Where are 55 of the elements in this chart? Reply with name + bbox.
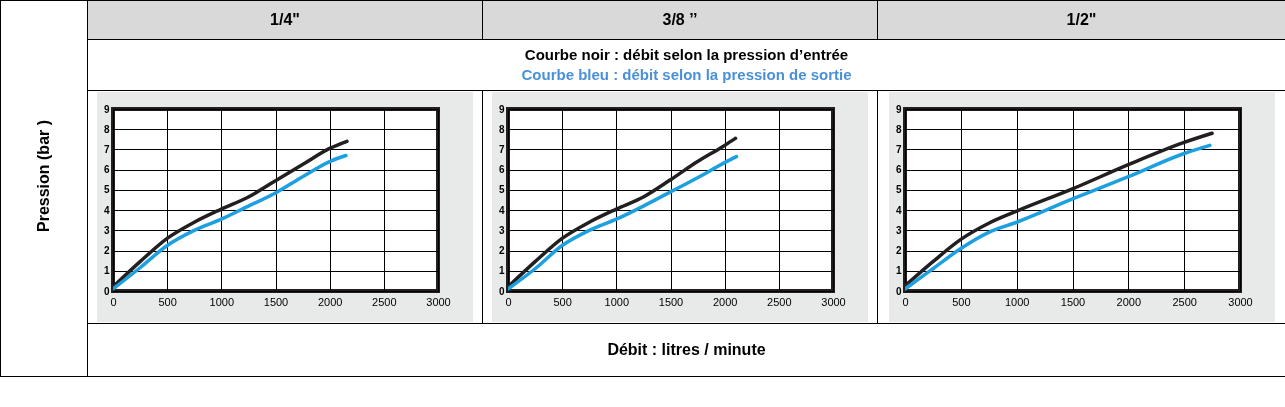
- y-tick-label: 0: [103, 285, 110, 297]
- x-tick-label: 500: [553, 295, 572, 308]
- text: Courbe bleu : débit selon la pression de sortie: [520, 65, 853, 85]
- y-tick-label: 7: [103, 143, 110, 155]
- x-tick-label: 1000: [604, 295, 630, 308]
- x-tick-label: 2500: [1171, 295, 1197, 308]
- x-tick-label: 2000: [1116, 295, 1141, 308]
- y-tick-label: 0: [895, 285, 902, 297]
- y-tick-label: 1: [895, 265, 902, 277]
- x-tick-label: 500: [951, 295, 971, 308]
- x-tick-label: 3000: [1227, 295, 1253, 308]
- y-tick-label: 7: [895, 143, 902, 155]
- y-tick-label: 3: [895, 224, 902, 236]
- x-tick-label: 2000: [317, 295, 343, 308]
- text: Courbe noir : débit selon la pression d’entrée: [523, 45, 850, 65]
- y-tick-label: 4: [498, 204, 505, 216]
- x-tick-label: 2500: [767, 295, 792, 308]
- x-tick-label: 500: [158, 295, 177, 308]
- y-tick-label: 4: [895, 204, 902, 216]
- y-tick-label: 2: [895, 245, 902, 257]
- y-tick-label: 8: [498, 123, 505, 135]
- y-tick-label: 6: [498, 164, 505, 176]
- x-tick-label: 1500: [658, 295, 684, 308]
- x-tick-label: 2500: [372, 295, 397, 308]
- y-tick-label: 7: [498, 143, 505, 155]
- x-tick-label: 2000: [712, 295, 738, 308]
- x-tick-label: 1500: [263, 295, 289, 308]
- y-tick-label: 2: [103, 245, 110, 257]
- y-tick-label: 8: [895, 123, 902, 135]
- y-tick-label: 5: [895, 184, 902, 196]
- y-tick-label: 3: [103, 224, 110, 236]
- y-tick-label: 6: [895, 164, 902, 176]
- y-tick-label: 9: [895, 103, 902, 115]
- y-axis-title: Pression (bar ): [35, 119, 53, 232]
- y-tick-label: 9: [498, 103, 505, 115]
- y-tick-label: 3: [498, 224, 505, 236]
- y-tick-label: 4: [103, 204, 110, 216]
- y-tick-label: 5: [498, 184, 505, 196]
- y-tick-label: 1: [498, 265, 505, 277]
- chart-title: 1/2": [877, 0, 1285, 40]
- y-tick-label: 0: [498, 285, 505, 297]
- x-axis-title: Débit : litres / minute: [87, 323, 1285, 377]
- x-tick-label: 3000: [426, 295, 451, 308]
- x-tick-label: 1000: [1004, 295, 1029, 308]
- y-tick-label: 6: [103, 164, 110, 176]
- chart-title: 1/4": [87, 0, 483, 40]
- x-tick-label: 1500: [1060, 295, 1085, 308]
- y-tick-label: 1: [103, 265, 110, 277]
- y-tick-label: 2: [498, 245, 505, 257]
- x-tick-label: 1000: [209, 295, 235, 308]
- y-tick-label: 9: [103, 103, 110, 115]
- x-tick-label: 3000: [821, 295, 846, 308]
- chart-title: 3/8 ’’: [482, 0, 878, 40]
- y-tick-label: 8: [103, 123, 110, 135]
- y-tick-label: 5: [103, 184, 110, 196]
